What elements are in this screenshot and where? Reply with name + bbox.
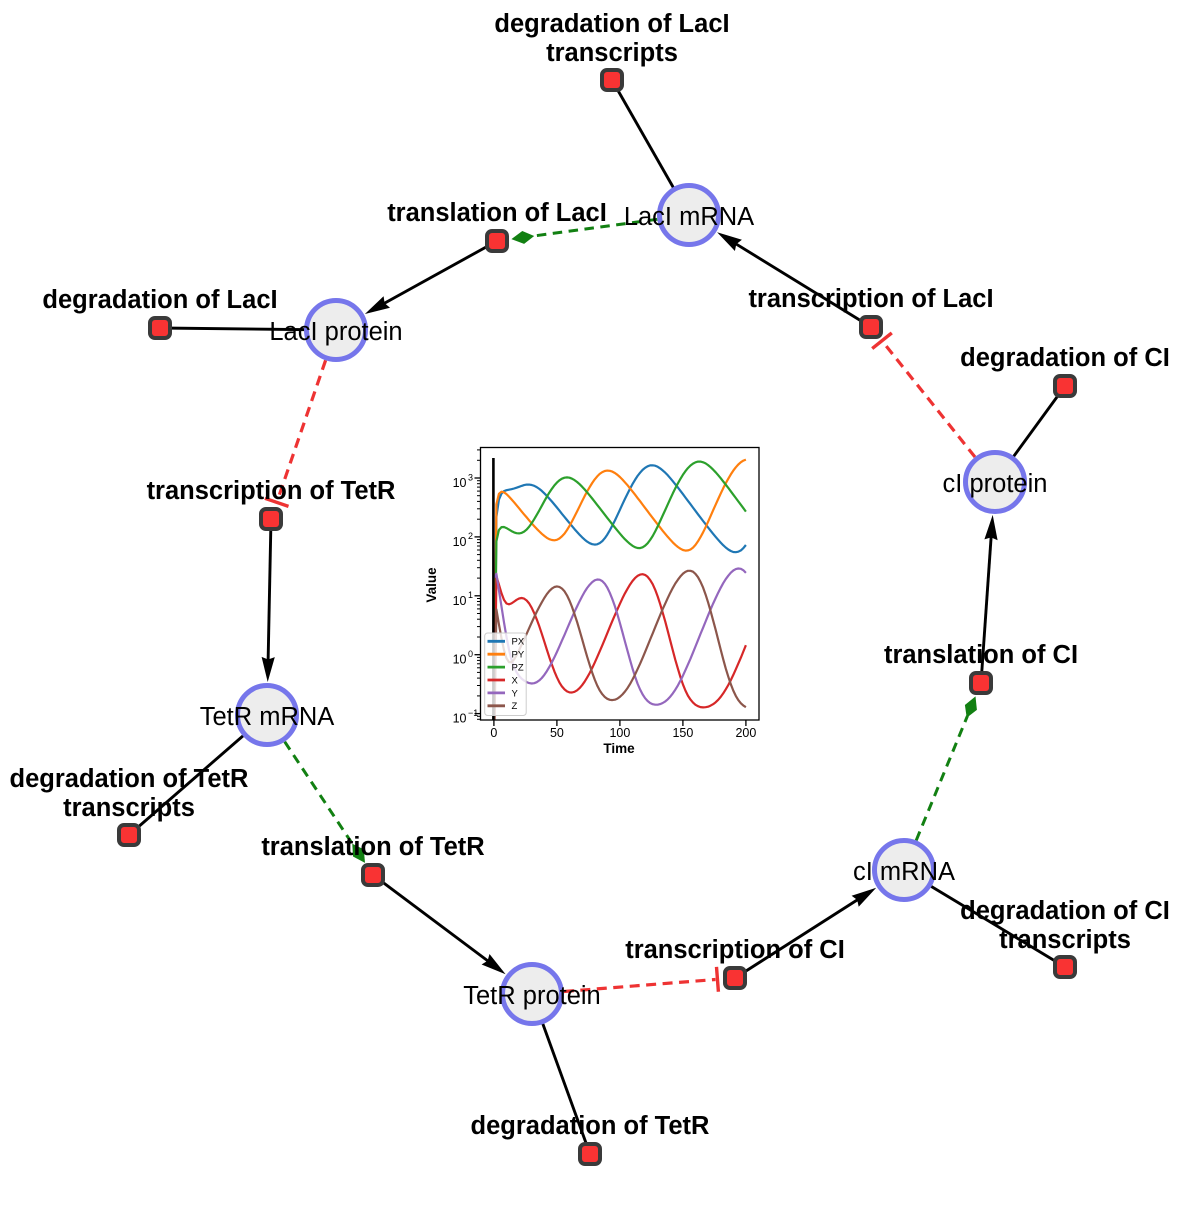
svg-text:degradation of TetR: degradation of TetR xyxy=(10,765,249,793)
svg-text:0: 0 xyxy=(490,726,497,740)
svg-text:100: 100 xyxy=(609,726,630,740)
svg-text:10: 10 xyxy=(453,594,467,608)
svg-text:Y: Y xyxy=(512,688,519,699)
svg-text:TetR mRNA: TetR mRNA xyxy=(200,703,335,731)
svg-text:degradation of LacI: degradation of LacI xyxy=(42,286,277,314)
svg-text:150: 150 xyxy=(672,726,693,740)
svg-text:degradation of TetR: degradation of TetR xyxy=(471,1112,710,1140)
svg-text:translation of CI: translation of CI xyxy=(884,641,1078,669)
svg-text:10: 10 xyxy=(453,712,467,726)
svg-text:3: 3 xyxy=(468,472,473,482)
svg-text:transcripts: transcripts xyxy=(999,926,1131,954)
svg-text:0: 0 xyxy=(468,649,473,659)
svg-text:TetR protein: TetR protein xyxy=(463,982,601,1010)
svg-text:X: X xyxy=(512,675,519,686)
svg-text:10: 10 xyxy=(453,535,467,549)
svg-text:2: 2 xyxy=(468,531,473,541)
svg-text:1: 1 xyxy=(468,590,473,600)
svg-text:LacI protein: LacI protein xyxy=(269,318,402,346)
svg-text:translation of TetR: translation of TetR xyxy=(261,833,484,861)
svg-text:transcripts: transcripts xyxy=(63,794,195,822)
svg-text:50: 50 xyxy=(550,726,564,740)
svg-text:cI mRNA: cI mRNA xyxy=(853,858,955,886)
svg-text:transcription of TetR: transcription of TetR xyxy=(147,477,396,505)
svg-text:−1: −1 xyxy=(468,708,478,718)
svg-text:transcription of LacI: transcription of LacI xyxy=(748,285,993,313)
svg-text:10: 10 xyxy=(453,476,467,490)
svg-text:200: 200 xyxy=(735,726,756,740)
svg-text:Z: Z xyxy=(512,701,518,712)
svg-text:degradation of CI: degradation of CI xyxy=(960,344,1170,372)
svg-text:degradation of CI: degradation of CI xyxy=(960,897,1170,925)
svg-text:Value: Value xyxy=(424,567,439,603)
svg-text:translation of LacI: translation of LacI xyxy=(387,199,607,227)
svg-text:PZ: PZ xyxy=(512,663,524,674)
svg-text:PX: PX xyxy=(512,637,525,648)
svg-text:transcription of CI: transcription of CI xyxy=(625,936,845,964)
svg-text:cI protein: cI protein xyxy=(943,470,1048,498)
svg-text:10: 10 xyxy=(453,653,467,667)
svg-text:LacI mRNA: LacI mRNA xyxy=(624,203,754,231)
svg-text:transcripts: transcripts xyxy=(546,39,678,67)
svg-text:Time: Time xyxy=(603,741,635,756)
svg-text:PY: PY xyxy=(512,650,525,661)
svg-text:degradation of LacI: degradation of LacI xyxy=(494,10,729,38)
